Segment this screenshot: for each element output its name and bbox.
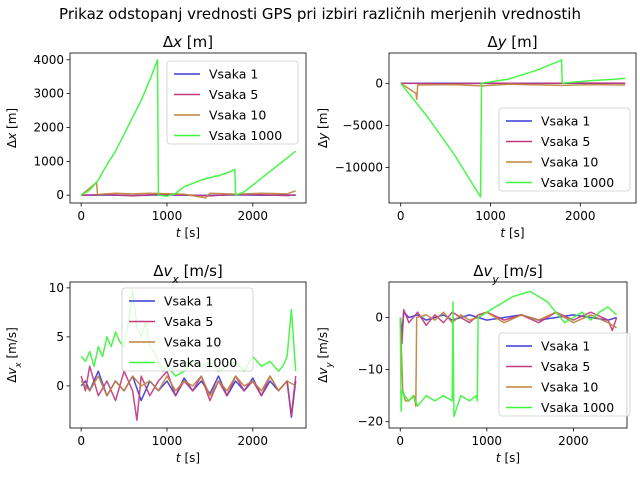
y-tick-label: 5 xyxy=(56,330,64,344)
x-tick-label: 0 xyxy=(77,434,85,448)
subplot-1: 0 1000 2000 0 1000 2000 3000 4000 Δx [m] t [s] Δx … xyxy=(5,33,307,240)
y-tick-label: 0 xyxy=(56,188,64,202)
axes-frame xyxy=(69,281,307,429)
axes-frame xyxy=(69,52,307,204)
subplot-title: Δy [m] xyxy=(487,33,537,51)
x-tick-label: 1000 xyxy=(152,209,183,223)
legend: Vsaka 1 Vsaka 5 Vsaka 10 Vsaka 1000 xyxy=(121,287,254,372)
figure-suptitle: Prikaz odstopanj vrednosti GPS pri izbir… xyxy=(59,5,581,23)
legend-entry: Vsaka 10 xyxy=(541,155,598,170)
subplot-4: 0 1000 2000 −20 −10 0 Δvy [m/s] t [s] Δvy [m/s] V… xyxy=(316,262,631,465)
y-axis-label: Δvy [m/s] xyxy=(316,327,335,383)
x-axis-label: t [s] xyxy=(496,451,520,465)
legend-entry: Vsaka 10 xyxy=(209,108,266,123)
x-tick-label: 2000 xyxy=(558,434,589,448)
legend-entry: Vsaka 5 xyxy=(541,134,590,149)
x-tick-label: 1000 xyxy=(475,209,506,223)
legend: Vsaka 1 Vsaka 5 Vsaka 10 Vsaka 1000 xyxy=(166,60,299,145)
subplot-title: Δvx [m/s] xyxy=(153,262,223,286)
legend-box xyxy=(498,332,631,417)
legend-entry: Vsaka 10 xyxy=(541,380,598,395)
legend-entry: Vsaka 1000 xyxy=(164,355,237,370)
y-tick-label: −10000 xyxy=(335,161,383,175)
x-axis-label: t [s] xyxy=(500,226,524,240)
x-axis-label: t [s] xyxy=(176,451,200,465)
subplot-2: 0 1000 2000 −10000 −5000 0 Δy [m] t [s] Δy [m] Vs… xyxy=(316,33,637,240)
legend: Vsaka 1 Vsaka 5 Vsaka 10 Vsaka 1000 xyxy=(498,107,631,192)
series-group xyxy=(399,290,618,418)
y-axis-label: Δx [m] xyxy=(5,108,19,148)
series-line-3 xyxy=(80,181,296,199)
x-axis-label: t [s] xyxy=(176,226,200,240)
y-tick-label: 2000 xyxy=(33,120,64,134)
y-tick-label: 1000 xyxy=(33,154,64,168)
legend-entry: Vsaka 1 xyxy=(164,294,213,309)
legend-box xyxy=(498,107,631,192)
legend-box xyxy=(121,287,254,372)
y-tick-label: 0 xyxy=(375,310,383,324)
legend-entry: Vsaka 1000 xyxy=(209,128,282,143)
legend-entry: Vsaka 5 xyxy=(164,314,213,329)
legend-entry: Vsaka 1 xyxy=(209,67,258,82)
x-tick-label: 0 xyxy=(396,434,404,448)
legend-entry: Vsaka 1000 xyxy=(541,400,614,415)
series-line-2 xyxy=(81,193,296,197)
x-tick-label: 2000 xyxy=(238,209,269,223)
legend-entry: Vsaka 5 xyxy=(209,87,258,102)
y-tick-label: 4000 xyxy=(33,53,64,67)
x-tick-label: 0 xyxy=(397,209,405,223)
series-line-3 xyxy=(400,82,626,101)
legend-entry: Vsaka 1 xyxy=(541,114,590,129)
x-tick-label: 2000 xyxy=(238,434,269,448)
series-line-2 xyxy=(400,82,626,85)
x-tick-label: 0 xyxy=(77,209,85,223)
series-line-3 xyxy=(80,375,297,397)
y-tick-label: 10 xyxy=(49,281,64,295)
y-tick-label: −10 xyxy=(358,363,383,377)
legend: Vsaka 1 Vsaka 5 Vsaka 10 Vsaka 1000 xyxy=(498,332,631,417)
y-axis-label: Δy [m] xyxy=(316,108,330,148)
subplot-title: Δx [m] xyxy=(163,33,213,51)
legend-entry: Vsaka 1 xyxy=(541,339,590,354)
subplot-title: Δvy [m/s] xyxy=(473,262,543,286)
series-line-4 xyxy=(399,290,618,418)
series-group xyxy=(400,58,626,198)
series-line-4 xyxy=(400,58,626,198)
legend-entry: Vsaka 5 xyxy=(541,359,590,374)
x-tick-label: 1000 xyxy=(472,434,503,448)
series-line-1 xyxy=(399,311,617,334)
legend-entry: Vsaka 10 xyxy=(164,335,221,350)
series-line-4 xyxy=(80,59,297,197)
x-tick-label: 1000 xyxy=(152,434,183,448)
series-group xyxy=(80,59,297,199)
legend-box xyxy=(166,60,299,145)
x-tick-label: 2000 xyxy=(565,209,596,223)
y-tick-label: 0 xyxy=(56,379,64,393)
y-tick-label: 0 xyxy=(375,76,383,90)
legend-entry: Vsaka 1000 xyxy=(541,175,614,190)
y-tick-label: −5000 xyxy=(342,118,383,132)
y-tick-label: 3000 xyxy=(33,87,64,101)
y-tick-label: −20 xyxy=(358,415,383,429)
y-axis-label: Δvx [m/s] xyxy=(5,327,24,383)
axes-frame xyxy=(388,52,637,204)
